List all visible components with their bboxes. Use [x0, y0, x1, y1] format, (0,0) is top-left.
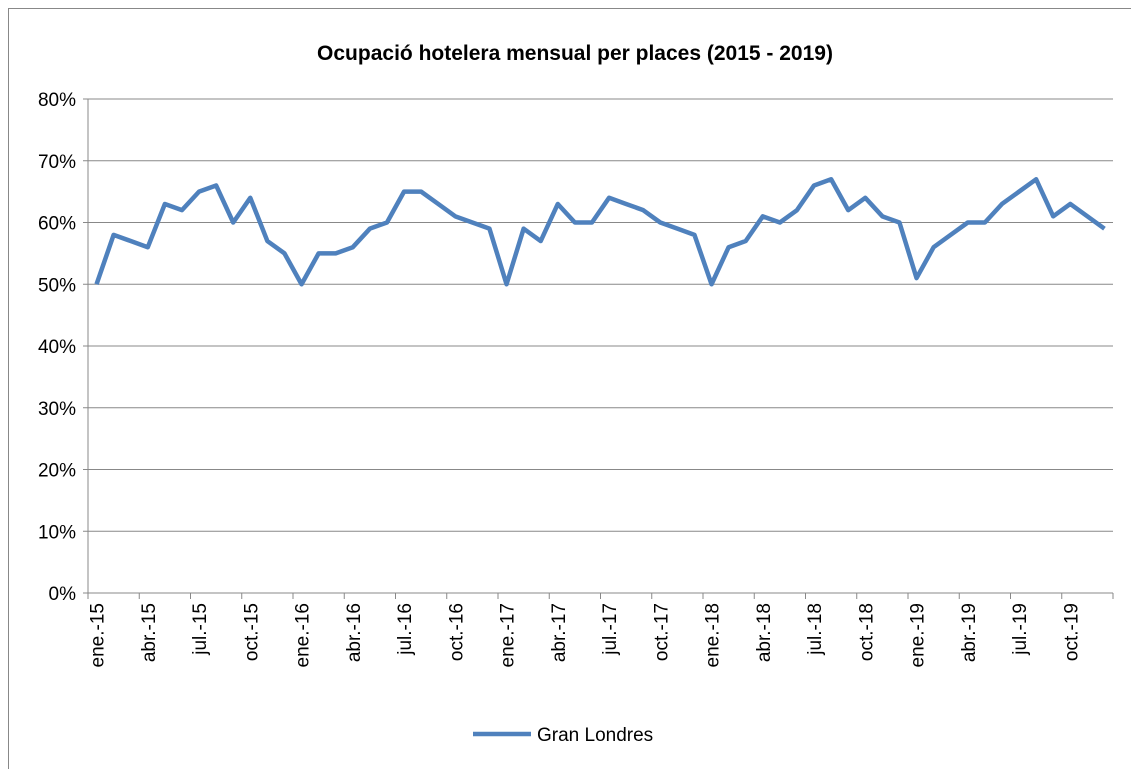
x-tick-label: oct.-18: [856, 603, 877, 661]
x-tick-label: jul.-17: [600, 603, 621, 656]
y-tick-label: 20%: [38, 461, 76, 482]
y-tick-label: 10%: [38, 522, 76, 543]
x-tick-label: ene.-16: [293, 603, 314, 667]
x-tick-label: jul.-19: [1010, 603, 1031, 656]
x-tick-label: abr.-15: [139, 603, 160, 662]
x-tick-label: abr.-19: [959, 603, 980, 662]
x-tick-label: oct.-17: [651, 603, 672, 661]
x-tick-label: ene.-15: [88, 603, 109, 667]
x-tick-label: abr.-16: [344, 603, 365, 662]
x-tick-label: abr.-18: [754, 603, 775, 662]
y-tick-label: 0%: [49, 584, 77, 605]
x-tick-label: oct.-16: [446, 603, 467, 661]
x-tick-label: ene.-18: [703, 603, 724, 667]
x-tick-label: ene.-19: [908, 603, 929, 667]
x-tick-label: abr.-17: [549, 603, 570, 662]
y-tick-label: 30%: [38, 399, 76, 420]
y-tick-label: 60%: [38, 214, 76, 235]
y-tick-label: 70%: [38, 152, 76, 173]
x-tick-label: jul.-18: [805, 603, 826, 656]
x-tick-label: jul.-15: [190, 603, 211, 656]
y-tick-label: 80%: [38, 90, 76, 111]
y-tick-label: 40%: [38, 337, 76, 358]
x-tick-label: jul.-16: [395, 603, 416, 656]
chart-title: Ocupació hotelera mensual per places (20…: [317, 42, 833, 65]
x-tick-label: ene.-17: [498, 603, 519, 667]
x-tick-label: oct.-19: [1061, 603, 1082, 661]
legend-label: Gran Londres: [537, 725, 653, 746]
y-tick-label: 50%: [38, 275, 76, 296]
x-tick-label: oct.-15: [241, 603, 262, 661]
